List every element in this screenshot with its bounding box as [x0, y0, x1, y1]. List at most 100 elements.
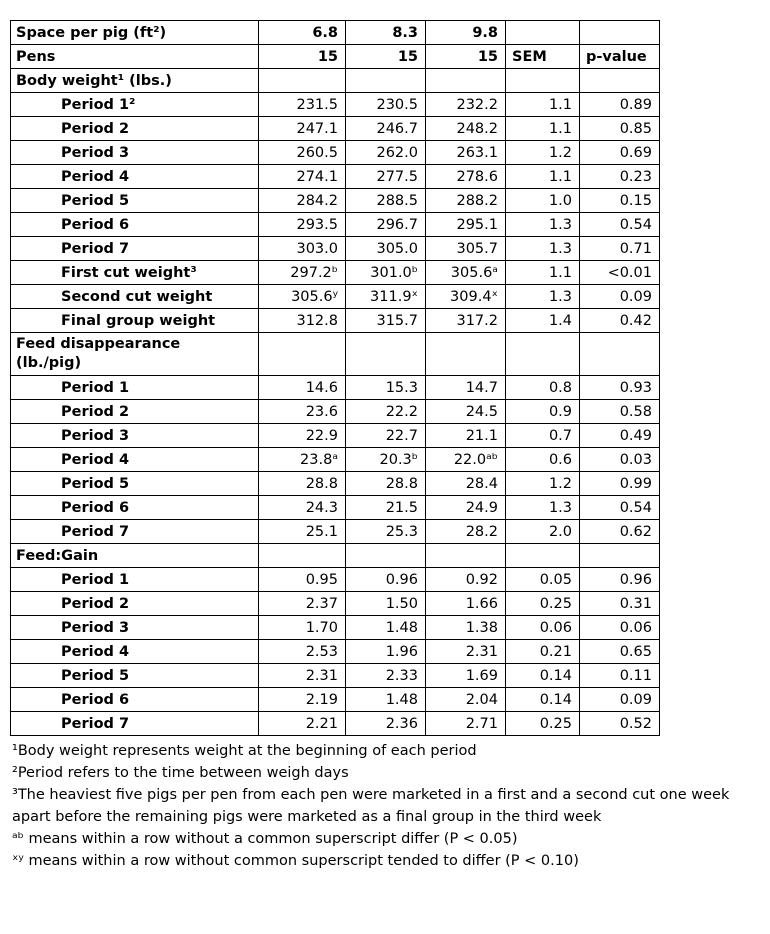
row-label: Period 4	[10, 164, 259, 189]
value-cell: 0.89	[579, 92, 660, 117]
footnote-body-weight: ¹Body weight represents weight at the be…	[12, 743, 477, 759]
row-label: Period 6	[10, 212, 259, 237]
value-cell: 248.2	[425, 116, 506, 141]
row-label: Period 7	[10, 711, 259, 736]
value-cell: 288.2	[425, 188, 506, 213]
value-cell: 0.42	[579, 308, 660, 333]
table-row: Period 7 303.0 305.0 305.7 1.3 0.71	[10, 236, 660, 261]
value-cell: 0.9	[505, 399, 580, 424]
value-cell: 0.95	[258, 567, 346, 592]
value-cell: 0.06	[505, 615, 580, 640]
table-row: Period 1 14.6 15.3 14.7 0.8 0.93	[10, 375, 660, 400]
table-row: Pens 15 15 15 SEM p-value	[10, 44, 660, 69]
footnote-superscript-xy: ˣʸ means within a row without common sup…	[12, 853, 579, 869]
value-cell: 232.2	[425, 92, 506, 117]
value-cell: 1.4	[505, 308, 580, 333]
value-cell: 305.7	[425, 236, 506, 261]
value-cell: 0.49	[579, 423, 660, 448]
value-cell: 0.23	[579, 164, 660, 189]
table-row: Period 7 25.1 25.3 28.2 2.0 0.62	[10, 519, 660, 544]
value-cell: 24.5	[425, 399, 506, 424]
value-cell: 25.3	[345, 519, 426, 544]
value-cell: 28.8	[345, 471, 426, 496]
value-cell: 301.0ᵇ	[345, 260, 426, 285]
table-row: Period 2 247.1 246.7 248.2 1.1 0.85	[10, 116, 660, 141]
value-cell: 0.8	[505, 375, 580, 400]
value-cell: 22.0ᵃᵇ	[425, 447, 506, 472]
value-cell	[505, 332, 580, 376]
row-label: Pens	[10, 44, 259, 69]
row-label: Period 5	[10, 663, 259, 688]
value-cell: 22.9	[258, 423, 346, 448]
value-cell: 247.1	[258, 116, 346, 141]
value-cell	[579, 543, 660, 568]
value-cell: 0.71	[579, 236, 660, 261]
row-label: Body weight¹ (lbs.)	[10, 68, 259, 93]
value-cell: 24.9	[425, 495, 506, 520]
table-row: Period 4 2.53 1.96 2.31 0.21 0.65	[10, 639, 660, 664]
value-cell: 6.8	[258, 20, 346, 45]
value-cell: 1.48	[345, 687, 426, 712]
value-cell: 2.36	[345, 711, 426, 736]
value-cell: 2.31	[425, 639, 506, 664]
value-cell: 260.5	[258, 140, 346, 165]
value-cell: 1.96	[345, 639, 426, 664]
row-label: Period 2	[10, 399, 259, 424]
value-cell: 0.65	[579, 639, 660, 664]
table-row: Period 1 0.95 0.96 0.92 0.05 0.96	[10, 567, 660, 592]
value-cell: 2.04	[425, 687, 506, 712]
row-label: Period 2	[10, 591, 259, 616]
value-cell: SEM	[505, 44, 580, 69]
value-cell: 296.7	[345, 212, 426, 237]
value-cell: 246.7	[345, 116, 426, 141]
value-cell: 15	[425, 44, 506, 69]
value-cell: 309.4ˣ	[425, 284, 506, 309]
value-cell: 1.70	[258, 615, 346, 640]
table-row: Feed disappearance (lb./pig)	[10, 332, 660, 376]
row-label: Period 7	[10, 236, 259, 261]
value-cell: 0.92	[425, 567, 506, 592]
value-cell	[425, 68, 506, 93]
table-row: Period 1² 231.5 230.5 232.2 1.1 0.89	[10, 92, 660, 117]
value-cell: 0.25	[505, 591, 580, 616]
value-cell: 305.6ʸ	[258, 284, 346, 309]
value-cell	[505, 68, 580, 93]
value-cell: 230.5	[345, 92, 426, 117]
value-cell: 9.8	[425, 20, 506, 45]
value-cell: 278.6	[425, 164, 506, 189]
value-cell: 0.25	[505, 711, 580, 736]
value-cell: 0.54	[579, 212, 660, 237]
value-cell: 2.53	[258, 639, 346, 664]
footnotes: ¹Body weight represents weight at the be…	[10, 736, 762, 872]
value-cell: 14.6	[258, 375, 346, 400]
value-cell	[345, 332, 426, 376]
value-cell: 293.5	[258, 212, 346, 237]
value-cell: 0.62	[579, 519, 660, 544]
row-label: Period 1²	[10, 92, 259, 117]
table-row: Period 3 22.9 22.7 21.1 0.7 0.49	[10, 423, 660, 448]
results-table: Space per pig (ft²) 6.8 8.3 9.8 Pens 15 15 15 SE…	[10, 20, 660, 736]
table-row: Period 6 2.19 1.48 2.04 0.14 0.09	[10, 687, 660, 712]
value-cell: 277.5	[345, 164, 426, 189]
row-label: Period 3	[10, 615, 259, 640]
value-cell: <0.01	[579, 260, 660, 285]
row-label: Period 3	[10, 140, 259, 165]
table-row: Period 6 293.5 296.7 295.1 1.3 0.54	[10, 212, 660, 237]
row-label: Period 1	[10, 567, 259, 592]
value-cell: 1.1	[505, 116, 580, 141]
value-cell: 15	[258, 44, 346, 69]
value-cell: 1.1	[505, 92, 580, 117]
value-cell: 0.93	[579, 375, 660, 400]
row-label: Feed disappearance (lb./pig)	[10, 332, 259, 376]
value-cell: 0.96	[579, 567, 660, 592]
table-row: Period 5 2.31 2.33 1.69 0.14 0.11	[10, 663, 660, 688]
value-cell: 1.66	[425, 591, 506, 616]
value-cell: 21.5	[345, 495, 426, 520]
value-cell: 28.8	[258, 471, 346, 496]
value-cell	[345, 543, 426, 568]
value-cell: 305.6ᵃ	[425, 260, 506, 285]
value-cell: 315.7	[345, 308, 426, 333]
table-row: Final group weight 312.8 315.7 317.2 1.4 0.42	[10, 308, 660, 333]
value-cell: 1.2	[505, 471, 580, 496]
value-cell: 288.5	[345, 188, 426, 213]
